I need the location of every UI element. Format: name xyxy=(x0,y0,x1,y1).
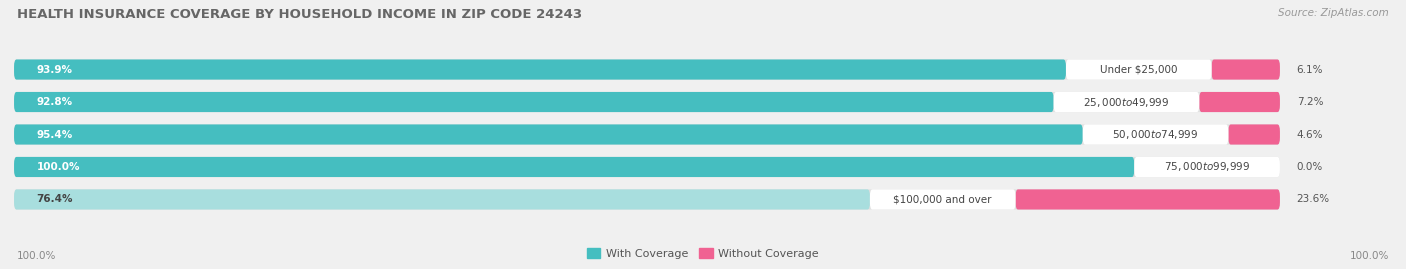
Text: HEALTH INSURANCE COVERAGE BY HOUSEHOLD INCOME IN ZIP CODE 24243: HEALTH INSURANCE COVERAGE BY HOUSEHOLD I… xyxy=(17,8,582,21)
Text: 76.4%: 76.4% xyxy=(37,194,73,204)
Legend: With Coverage, Without Coverage: With Coverage, Without Coverage xyxy=(582,244,824,263)
FancyBboxPatch shape xyxy=(1135,157,1279,177)
FancyBboxPatch shape xyxy=(1199,92,1279,112)
Text: 100.0%: 100.0% xyxy=(17,251,56,261)
Text: $75,000 to $99,999: $75,000 to $99,999 xyxy=(1164,161,1250,174)
Text: 93.9%: 93.9% xyxy=(37,65,73,75)
FancyBboxPatch shape xyxy=(14,59,1279,80)
Text: 6.1%: 6.1% xyxy=(1296,65,1323,75)
Text: 4.6%: 4.6% xyxy=(1296,129,1323,140)
Text: $50,000 to $74,999: $50,000 to $74,999 xyxy=(1112,128,1199,141)
FancyBboxPatch shape xyxy=(14,157,1135,177)
FancyBboxPatch shape xyxy=(1083,125,1229,144)
Text: 95.4%: 95.4% xyxy=(37,129,73,140)
FancyBboxPatch shape xyxy=(14,189,870,210)
FancyBboxPatch shape xyxy=(1015,189,1279,210)
Text: 100.0%: 100.0% xyxy=(37,162,80,172)
Text: 23.6%: 23.6% xyxy=(1296,194,1330,204)
FancyBboxPatch shape xyxy=(14,125,1279,144)
FancyBboxPatch shape xyxy=(14,189,1279,210)
FancyBboxPatch shape xyxy=(1212,59,1279,80)
Text: Source: ZipAtlas.com: Source: ZipAtlas.com xyxy=(1278,8,1389,18)
Text: $25,000 to $49,999: $25,000 to $49,999 xyxy=(1083,95,1170,108)
FancyBboxPatch shape xyxy=(870,189,1015,210)
Text: Under $25,000: Under $25,000 xyxy=(1099,65,1177,75)
Text: 7.2%: 7.2% xyxy=(1296,97,1323,107)
Text: $100,000 and over: $100,000 and over xyxy=(893,194,993,204)
Text: 0.0%: 0.0% xyxy=(1296,162,1323,172)
FancyBboxPatch shape xyxy=(14,125,1083,144)
Text: 92.8%: 92.8% xyxy=(37,97,73,107)
Text: 100.0%: 100.0% xyxy=(1350,251,1389,261)
FancyBboxPatch shape xyxy=(14,92,1279,112)
FancyBboxPatch shape xyxy=(1053,92,1199,112)
FancyBboxPatch shape xyxy=(14,92,1053,112)
FancyBboxPatch shape xyxy=(14,59,1066,80)
FancyBboxPatch shape xyxy=(14,157,1279,177)
FancyBboxPatch shape xyxy=(1229,125,1279,144)
FancyBboxPatch shape xyxy=(1066,59,1212,80)
